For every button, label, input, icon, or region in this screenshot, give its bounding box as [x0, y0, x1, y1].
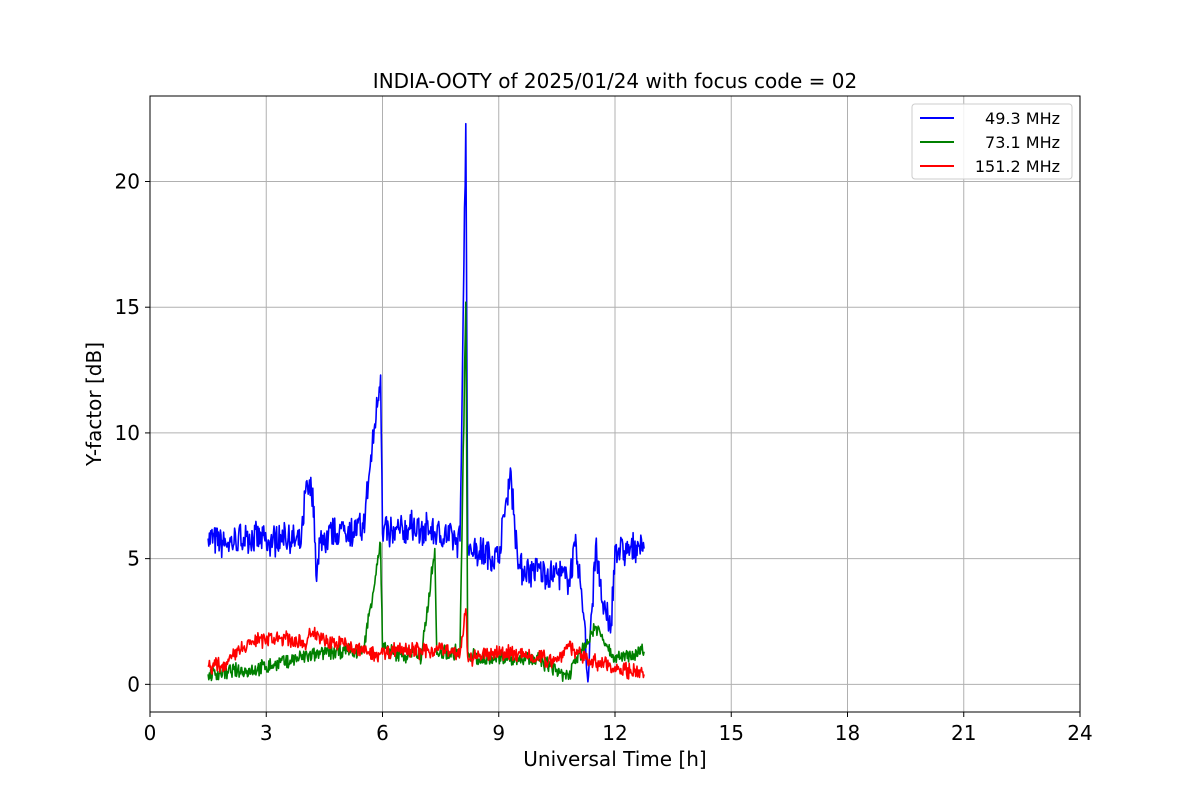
- y-tick-label: 5: [127, 547, 140, 571]
- legend-label: 49.3 MHz: [985, 109, 1060, 128]
- x-tick-label: 24: [1067, 721, 1092, 745]
- series-line-1: [207, 122, 645, 683]
- x-tick-label: 6: [376, 721, 389, 745]
- y-tick-label: 20: [115, 169, 140, 193]
- legend-box: [911, 103, 1073, 180]
- axis-ticks: 0 3 6 9 12 15 18 21 24 0 5 10 15 20: [115, 169, 1093, 745]
- legend: 49.3 MHz 73.1 MHz 151.2 MHz: [911, 103, 1073, 180]
- x-tick-label: 12: [602, 721, 627, 745]
- series-line-3: [207, 608, 645, 680]
- x-tick-label: 18: [835, 721, 860, 745]
- y-tick-label: 15: [115, 295, 140, 319]
- x-tick-label: 21: [951, 721, 976, 745]
- chart-title: INDIA-OOTY of 2025/01/24 with focus code…: [373, 69, 857, 93]
- x-tick-label: 9: [492, 721, 505, 745]
- y-tick-label: 10: [115, 421, 140, 445]
- legend-label: 73.1 MHz: [985, 133, 1060, 152]
- y-tick-label: 0: [127, 672, 140, 696]
- series-line-2: [207, 301, 645, 682]
- x-tick-label: 3: [260, 721, 273, 745]
- series-lines: [207, 122, 645, 683]
- y-axis-label: Y-factor [dB]: [82, 342, 106, 467]
- legend-label: 151.2 MHz: [975, 157, 1060, 176]
- x-tick-label: 15: [719, 721, 744, 745]
- x-axis-label: Universal Time [h]: [523, 747, 706, 771]
- x-tick-label: 0: [144, 721, 157, 745]
